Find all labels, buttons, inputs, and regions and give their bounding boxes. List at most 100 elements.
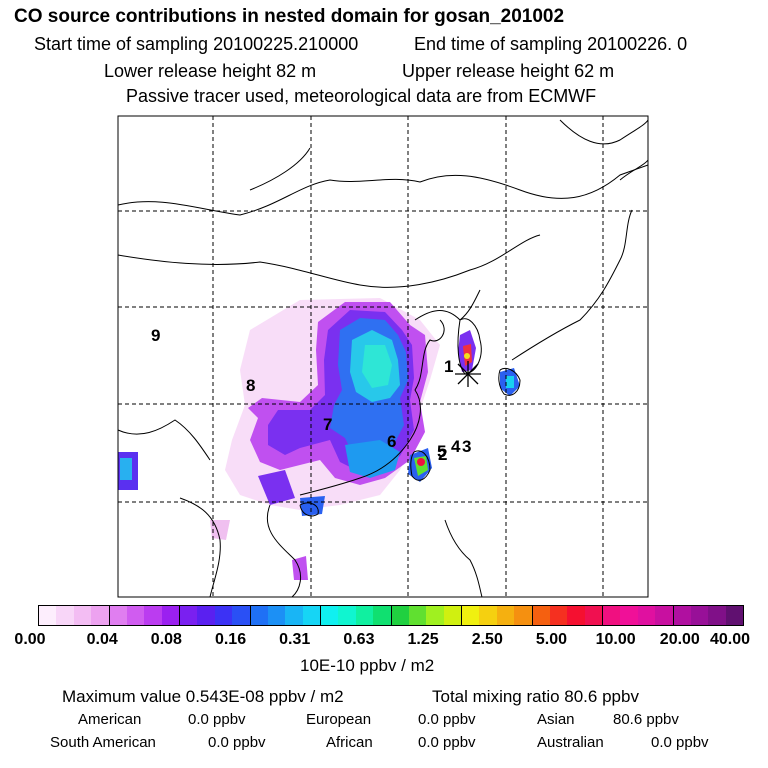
color-scale-segment — [285, 606, 303, 625]
color-scale-segment — [443, 606, 462, 625]
color-scale-segment — [426, 606, 444, 625]
color-scale-segment — [373, 606, 392, 625]
color-scale-segment — [603, 606, 621, 625]
color-scale-segment — [302, 606, 321, 625]
color-scale-segment — [321, 606, 339, 625]
color-scale-tick-label: 0.31 — [279, 631, 311, 648]
region-label-1: 1 — [444, 357, 453, 376]
color-scale-segment — [532, 606, 550, 625]
start-time-label: Start time of sampling 20100225.210000 — [34, 34, 359, 54]
korea-yellow — [464, 353, 470, 359]
hokkaido — [619, 159, 649, 181]
color-scale-segment — [391, 606, 409, 625]
color-scale-segment — [91, 606, 110, 625]
region-label-2: 2 — [438, 445, 447, 464]
receptor-marker — [455, 361, 481, 387]
color-scale-bar — [38, 605, 744, 626]
region-name-australian: Australian — [537, 734, 604, 751]
region-name-american: American — [78, 711, 142, 728]
color-scale-segment — [567, 606, 585, 625]
color-scale-segment — [214, 606, 233, 625]
bohai-coast — [414, 289, 481, 321]
map-frame — [117, 115, 649, 598]
plot-title: CO source contributions in nested domain… — [14, 6, 565, 27]
lake-baikal — [249, 147, 311, 191]
color-scale-segment — [161, 606, 180, 625]
region-label-3: 3 — [462, 437, 471, 456]
region-value-asian: 80.6 ppbv — [613, 711, 679, 728]
color-scale-tick-label: 1.25 — [407, 631, 439, 648]
color-scale-segment — [479, 606, 497, 625]
color-scale-segment — [267, 606, 286, 625]
japan-honshu — [511, 209, 633, 361]
color-scale-segment — [355, 606, 374, 625]
color-scale-segment — [462, 606, 480, 625]
color-scale-segment — [549, 606, 568, 625]
field-south-coast — [345, 440, 400, 478]
color-scale-tick-label: 20.00 — [659, 631, 700, 648]
field-cyan-core — [362, 345, 392, 388]
region-label-8: 8 — [246, 376, 255, 395]
region-value-south-american: 0.0 ppbv — [208, 734, 266, 751]
color-scale-segment — [725, 606, 743, 625]
northern-border — [117, 164, 649, 216]
color-scale-segment — [496, 606, 515, 625]
sw-patch-2 — [258, 470, 295, 505]
india-coast — [117, 419, 211, 461]
color-scale-tick-label: 0.00 — [14, 631, 46, 648]
color-scale-tick-label: 5.00 — [535, 631, 568, 648]
color-scale-tick-label: 0.63 — [343, 631, 375, 648]
color-scale-tick-label: 0.16 — [214, 631, 247, 648]
total-mixing-ratio: Total mixing ratio 80.6 ppbv — [432, 687, 639, 706]
taiwan — [410, 450, 431, 481]
emission-field — [118, 298, 520, 580]
color-scale-tick-label: 10.00 — [595, 631, 636, 648]
color-scale-segment — [180, 606, 198, 625]
color-scale-segment — [673, 606, 691, 625]
sw-patch-1b — [120, 458, 132, 480]
color-scale-segment — [109, 606, 127, 625]
russia-far-east — [559, 119, 649, 145]
lower-height-label: Lower release height 82 m — [104, 61, 317, 81]
color-scale-segment — [250, 606, 268, 625]
region-label-9: 9 — [151, 326, 160, 345]
color-scale-tick-label: 0.08 — [150, 631, 182, 648]
myanmar — [179, 497, 221, 598]
region-value-african: 0.0 ppbv — [418, 734, 476, 751]
color-scale-segment — [73, 606, 92, 625]
color-scale-segment — [708, 606, 726, 625]
end-time-label: End time of sampling 20100226. 0 — [414, 34, 688, 54]
color-scale-tick-label: 0.04 — [86, 631, 118, 648]
color-scale-segment — [144, 606, 162, 625]
color-scale-tick-label: 40.00 — [709, 631, 751, 648]
philippines — [444, 519, 483, 598]
region-name-european: European — [306, 711, 372, 728]
color-scale-tick-label: 2.50 — [471, 631, 503, 648]
region-value-european: 0.0 ppbv — [418, 711, 476, 728]
color-scale-segment — [56, 606, 74, 625]
region-name-asian: Asian — [537, 711, 575, 728]
color-scale-segment — [584, 606, 603, 625]
color-scale-segment — [126, 606, 145, 625]
region-name-african: African — [326, 734, 373, 751]
grid-lines — [118, 116, 648, 597]
region-value-american: 0.0 ppbv — [188, 711, 246, 728]
region-label-6: 6 — [387, 432, 396, 451]
japan-kyushu — [498, 367, 521, 396]
coastlines — [117, 119, 649, 598]
maximum-value: Maximum value 0.543E-08 ppbv / m2 — [62, 687, 344, 706]
color-scale-segment — [620, 606, 638, 625]
kyushu-core — [506, 376, 514, 388]
color-scale-segment — [232, 606, 251, 625]
region-label-4: 4 — [451, 437, 461, 456]
color-scale-segment — [408, 606, 427, 625]
color-scale-segment — [690, 606, 709, 625]
region-value-australian: 0.0 ppbv — [651, 734, 709, 751]
mongolia-border — [117, 234, 541, 288]
color-scale-segment — [655, 606, 674, 625]
region-name-south-american: South American — [50, 734, 156, 751]
region-label-7: 7 — [323, 415, 332, 434]
upper-height-label: Upper release height 62 m — [402, 61, 615, 81]
color-scale-segment — [39, 606, 57, 625]
